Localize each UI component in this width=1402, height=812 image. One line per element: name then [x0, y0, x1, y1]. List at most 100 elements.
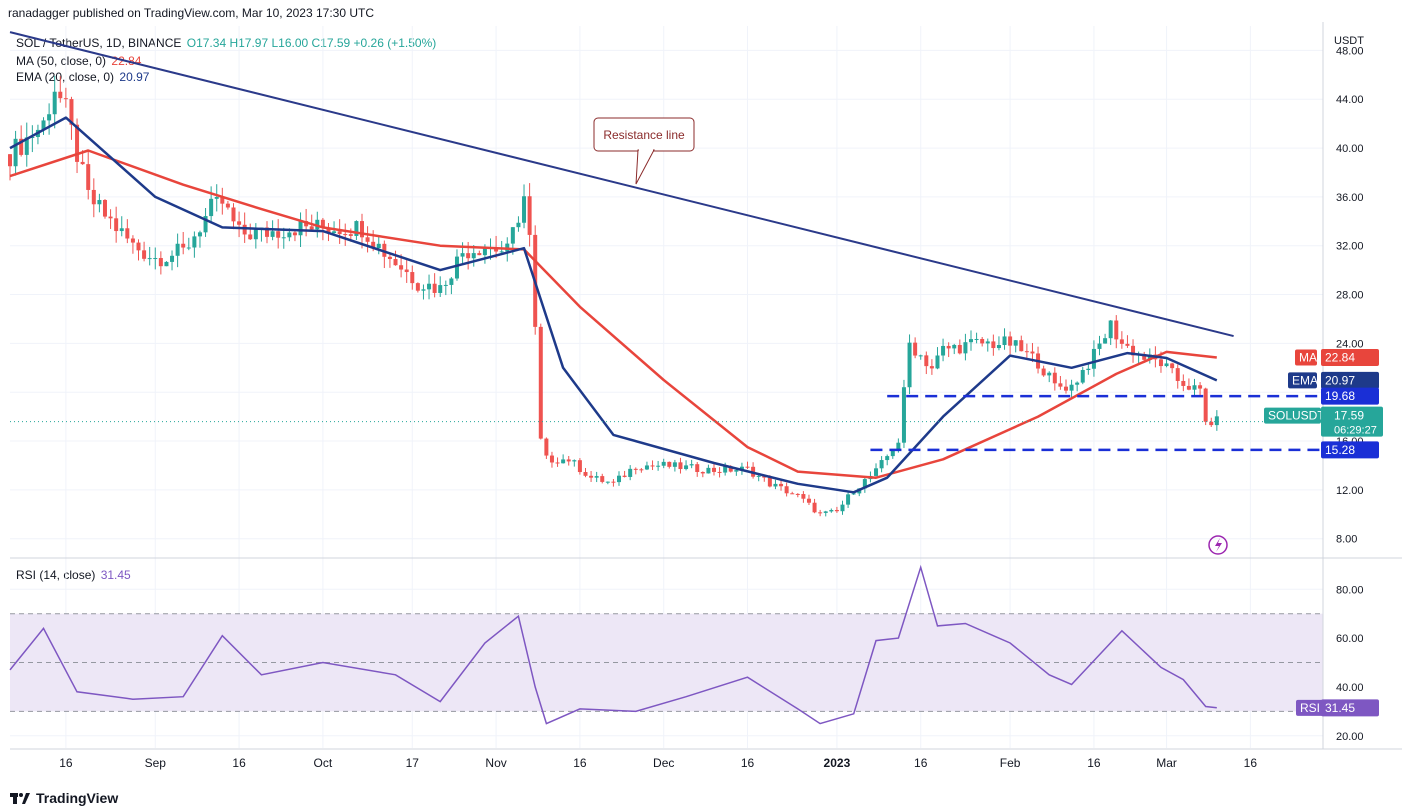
candle-body — [650, 465, 655, 467]
time-tick-label: 16 — [1244, 756, 1258, 770]
candle-body — [661, 461, 666, 466]
price-tick-label: 36.00 — [1336, 192, 1364, 204]
candle-body — [829, 509, 834, 512]
candle-body — [237, 221, 242, 225]
candle-body — [566, 459, 571, 462]
candle-body — [818, 512, 823, 514]
ma-name-tag-bg — [1295, 349, 1317, 366]
candle-body — [170, 255, 175, 262]
resistance-callout: Resistance line — [593, 117, 695, 185]
indicator-lines — [9, 31, 1323, 494]
candle-body — [711, 467, 716, 472]
candle-body — [644, 465, 649, 470]
footer: TradingView — [10, 790, 118, 806]
time-tick-label: 16 — [573, 756, 587, 770]
price-tick-label: 32.00 — [1336, 241, 1364, 253]
ma-line — [9, 149, 1217, 479]
candle-body — [516, 222, 521, 228]
rsi-tick-label: 80.00 — [1336, 584, 1364, 596]
candle-body — [1013, 340, 1018, 346]
candle-body — [728, 466, 733, 472]
candle-body — [415, 283, 420, 291]
rsi-value-badge-bg — [1321, 699, 1379, 717]
rsi-name-tag-bg — [1296, 699, 1325, 716]
time-tick-label: Nov — [485, 756, 506, 770]
rsi-legend-value: 31.45 — [100, 568, 131, 582]
candle-body — [577, 460, 582, 473]
ema-value-badge-bg — [1321, 371, 1379, 389]
candle-body — [555, 462, 560, 464]
candle-body — [1008, 336, 1013, 346]
rsi-tick-label: 20.00 — [1336, 731, 1364, 743]
candle-body — [952, 344, 957, 349]
candle-body — [1019, 340, 1024, 352]
resistance-trend-line — [9, 31, 1234, 338]
candle-body — [410, 272, 415, 284]
candle-body — [1080, 370, 1085, 383]
candle-body — [667, 461, 672, 467]
time-tick-label: 16 — [59, 756, 73, 770]
candle-body — [443, 284, 448, 286]
candle-body — [393, 259, 398, 266]
candle-body — [91, 189, 96, 205]
candle-body — [1192, 385, 1197, 390]
candle-body — [376, 243, 381, 249]
candle-body — [1063, 386, 1068, 391]
candle-body — [102, 199, 107, 217]
candle-body — [734, 470, 739, 472]
candle-body — [1158, 359, 1163, 367]
rsi-line — [9, 564, 1217, 725]
candle-body — [181, 243, 186, 248]
candle-body — [186, 247, 191, 249]
ema-legend: EMA (20, close, 0) 20.97 — [16, 70, 151, 84]
resistance-label: Resistance line — [603, 128, 685, 142]
price-tick-label: 24.00 — [1336, 338, 1364, 350]
candle-body — [248, 234, 253, 240]
candle-body — [203, 216, 208, 233]
tradingview-logo-icon — [10, 793, 30, 804]
ema-legend-label[interactable]: EMA (20, close, 0) — [16, 70, 115, 84]
upper-level-badge: 19.68 — [1325, 389, 1355, 403]
rsi-pane — [9, 564, 1323, 725]
ema-legend-value: 20.97 — [119, 70, 150, 84]
candle-body — [963, 342, 968, 354]
rsi-tick-label: 60.00 — [1336, 633, 1364, 645]
candle-body — [1214, 416, 1219, 426]
candle-body — [656, 465, 661, 467]
ma-value-badge: 22.84 — [1325, 351, 1355, 365]
candle-body — [790, 493, 795, 495]
price-badge-bg — [1321, 406, 1383, 437]
candle-body — [1147, 354, 1152, 360]
candle-body — [779, 483, 784, 487]
candle-body — [86, 164, 91, 190]
candle-body — [326, 227, 331, 234]
candle-body — [197, 232, 202, 237]
candle-body — [1041, 368, 1046, 376]
candle-body — [164, 261, 169, 267]
rsi-legend-label[interactable]: RSI (14, close) — [16, 568, 96, 582]
candle-body — [449, 278, 454, 285]
candle-body — [136, 242, 141, 251]
tradingview-brand: TradingView — [36, 790, 119, 806]
time-tick-label: 16 — [232, 756, 246, 770]
time-tick-label: Feb — [1000, 756, 1021, 770]
candle-body — [689, 464, 694, 466]
candle-body — [231, 207, 236, 222]
candle-body — [538, 326, 543, 439]
candle-body — [354, 221, 359, 236]
symbol-title[interactable]: SOL / TetherUS, 1D, BINANCE — [16, 36, 182, 50]
candle-body — [427, 283, 432, 290]
symbol-tag-bg — [1264, 407, 1321, 424]
candle-body — [125, 228, 130, 239]
ema-value-badge: 20.97 — [1325, 373, 1355, 387]
candle-body — [700, 472, 705, 474]
candle-body — [806, 498, 811, 503]
ma-name-tag: MA — [1299, 351, 1317, 365]
candle-body — [399, 265, 404, 270]
candle-body — [69, 99, 74, 125]
candle-body — [773, 483, 778, 487]
ma-legend-label[interactable]: MA (50, close, 0) — [16, 54, 107, 68]
lightning-icon[interactable] — [1208, 535, 1228, 555]
candle-body — [706, 467, 711, 474]
